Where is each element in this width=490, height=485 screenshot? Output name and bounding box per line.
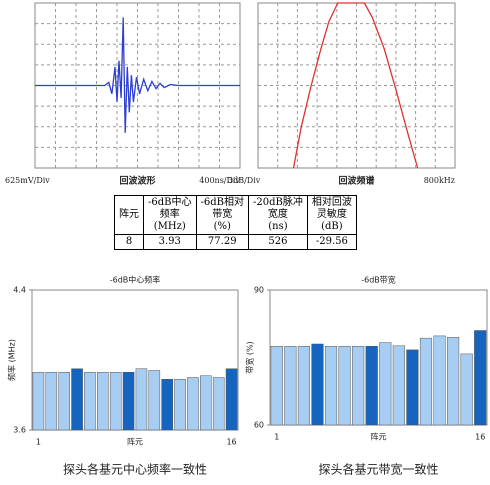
result-table: 阵元 -6dB中心 频率 (MHz) -6dB相对 带宽 (%) -20dB脉冲… <box>114 195 357 250</box>
bar <box>212 377 225 431</box>
chart-title: 回波波形 <box>119 175 155 187</box>
bar <box>270 346 283 426</box>
table-header: 阵元 -6dB中心 频率 (MHz) -6dB相对 带宽 (%) -20dB脉冲… <box>114 195 357 235</box>
bar <box>187 377 199 431</box>
bar <box>97 372 109 431</box>
left-label: 3dB/Div <box>228 176 261 185</box>
chart-title: -6dB中心频率 <box>110 275 161 285</box>
x-tick-label: 1 <box>36 438 41 447</box>
bar <box>71 368 83 431</box>
chart-title: -6dB带宽 <box>361 275 396 285</box>
bar <box>311 343 324 426</box>
bar <box>161 379 173 431</box>
caption: 探头各基元带宽一致性 <box>318 462 438 477</box>
bar <box>447 337 460 426</box>
bar <box>284 346 297 426</box>
cell: 3.93 <box>143 234 197 250</box>
header-cell: -6dB中心 频率 (MHz) <box>143 195 197 235</box>
y-axis-label: 频率 (MHz) <box>7 339 17 381</box>
bar <box>122 372 135 431</box>
cell: -29.56 <box>306 234 357 250</box>
bar <box>109 372 122 431</box>
cell: 8 <box>114 234 144 250</box>
bar <box>474 330 487 426</box>
y-tick-label: 90 <box>254 286 264 295</box>
curve <box>35 17 240 133</box>
header-cell: -20dB脉冲 宽度 (ns) <box>248 195 308 235</box>
header-cell: 相对回波 灵敏度 (dB) <box>306 195 357 235</box>
bar <box>148 370 161 431</box>
caption: 探头各基元中心频率一致性 <box>63 462 207 477</box>
bar <box>32 372 45 431</box>
bar <box>392 345 405 426</box>
bar <box>84 372 96 431</box>
bar <box>324 346 338 426</box>
bar <box>225 368 238 431</box>
header-cell: -6dB相对 带宽 (%) <box>195 195 249 235</box>
right-label: 400ns/Div <box>199 176 240 185</box>
x-axis-label: 阵元 <box>127 437 143 447</box>
bar <box>406 349 419 426</box>
y-tick-label: 60 <box>254 421 264 430</box>
x-tick-label: 16 <box>475 433 485 442</box>
y-axis-label: 带宽 (%) <box>245 341 255 373</box>
cell: 77.29 <box>195 234 249 250</box>
x-tick-label: 16 <box>226 438 236 447</box>
curve <box>292 2 419 169</box>
header-cell: 阵元 <box>114 195 144 235</box>
bar <box>135 368 148 431</box>
bar <box>45 372 58 431</box>
bar <box>338 346 351 426</box>
bar <box>433 335 446 426</box>
y-tick-label: 3.6 <box>13 426 26 435</box>
bar <box>419 337 433 426</box>
left-label: 625mV/Div <box>5 176 50 185</box>
cell: 526 <box>248 234 308 250</box>
bar <box>460 353 473 426</box>
table-row: 8 3.93 77.29 526 -29.56 <box>114 234 357 250</box>
bar <box>200 375 212 431</box>
right-label: 800kHz <box>424 176 455 185</box>
y-tick-label: 4.4 <box>13 286 26 295</box>
bar <box>352 346 365 426</box>
chart-title: 回波频谱 <box>338 175 374 187</box>
bar <box>365 346 378 426</box>
bar <box>379 342 392 426</box>
bar <box>174 379 186 431</box>
x-tick-label: 1 <box>274 433 279 442</box>
x-axis-label: 阵元 <box>371 432 387 442</box>
bar <box>297 346 310 426</box>
bar <box>58 372 70 431</box>
